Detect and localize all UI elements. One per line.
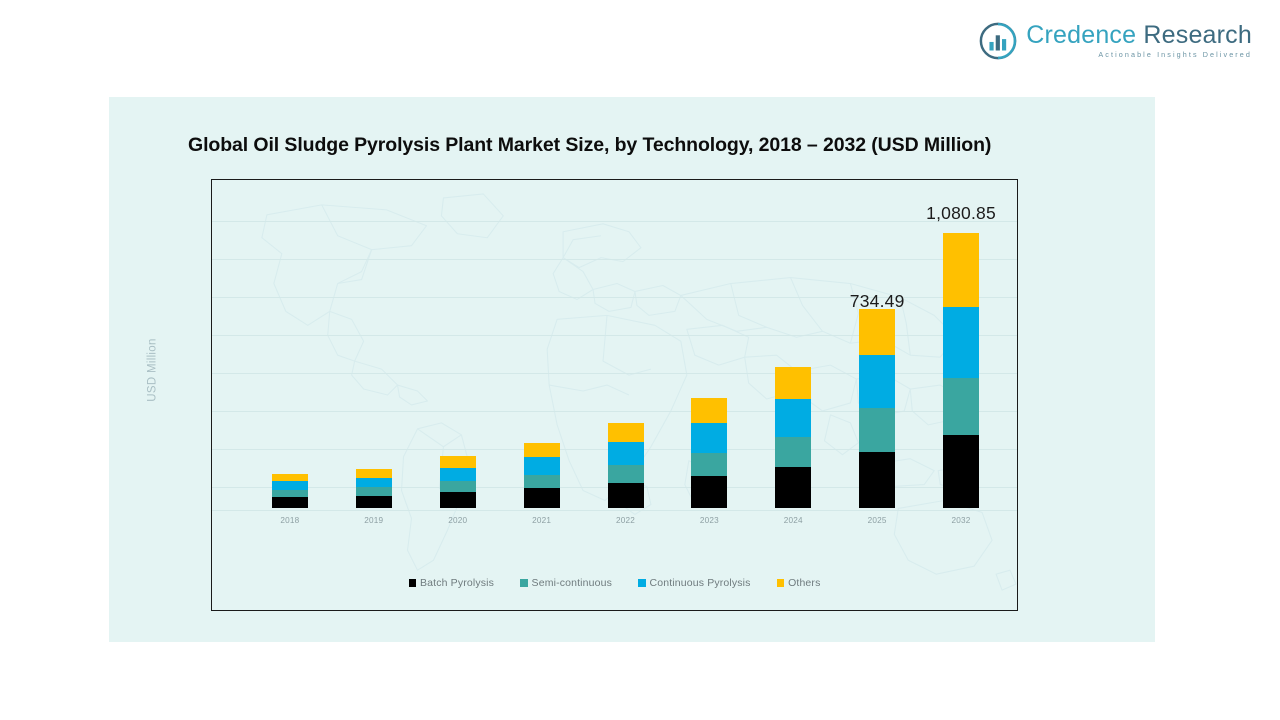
chart-panel: Global Oil Sludge Pyrolysis Plant Market… (109, 97, 1155, 642)
x-axis-tick-label: 2025 (867, 516, 887, 525)
bar-segment[interactable] (859, 408, 896, 452)
bar-segment[interactable] (859, 451, 896, 508)
bar-stack[interactable] (355, 469, 392, 508)
data-value-label: 1,080.85 (926, 203, 996, 224)
legend-item-others[interactable]: Others (776, 577, 821, 589)
bar-segment[interactable] (691, 452, 728, 476)
bar-segment[interactable] (859, 309, 896, 355)
bar-segment[interactable] (439, 467, 476, 482)
x-axis-tick-label: 2021 (532, 516, 552, 525)
legend-swatch-icon (520, 579, 528, 587)
bar-segment[interactable] (355, 469, 392, 478)
bar-segment[interactable] (607, 422, 644, 443)
brand-tagline: Actionable Insights Delivered (1098, 50, 1252, 60)
bar-segment[interactable] (607, 464, 644, 483)
legend-item-semi-continuous[interactable]: Semi-continuous (520, 577, 612, 589)
bar-segment[interactable] (859, 354, 896, 409)
bar-segment[interactable] (523, 474, 560, 489)
x-axis-tick-label: 2019 (364, 516, 384, 525)
bar-segment[interactable] (355, 495, 392, 508)
circular-bar-chart-logo-icon (979, 22, 1017, 60)
bar-stack[interactable] (691, 398, 728, 508)
bar-stack[interactable] (271, 474, 308, 508)
x-axis-tick-label: 2022 (615, 516, 635, 525)
y-axis-title: USD Million (146, 337, 159, 402)
x-axis-tick-label: 2023 (699, 516, 719, 525)
bar-segment[interactable] (523, 442, 560, 458)
bar-segment[interactable] (607, 442, 644, 465)
bar-segment[interactable] (271, 481, 308, 490)
bar-stack[interactable] (439, 456, 476, 508)
bar-segment[interactable] (943, 307, 980, 379)
legend-label: Semi-continuous (531, 577, 613, 589)
x-axis-tick-label: 2032 (951, 516, 971, 525)
bar-stack[interactable] (943, 233, 980, 508)
bar-segment[interactable] (943, 378, 980, 435)
bar-stack[interactable] (523, 442, 560, 508)
bar-segment[interactable] (943, 233, 980, 308)
brand-name-first: Credence (1026, 21, 1137, 50)
legend-label: Others (788, 577, 821, 589)
legend-swatch-icon (776, 579, 785, 587)
legend-swatch-icon (408, 579, 417, 587)
bar-segment[interactable] (523, 457, 560, 475)
bar-segment[interactable] (943, 434, 980, 508)
brand-text-block: Credence Research Actionable Insights De… (1026, 23, 1252, 60)
plot-area: 734.49 1,080.85 2018 2019 2020 2021 2022 2023 2… (211, 179, 1018, 611)
legend-label: Batch Pyrolysis (420, 577, 495, 589)
brand-name-second: Research (1143, 21, 1252, 50)
bar-segment[interactable] (691, 423, 728, 453)
bar-segment[interactable] (271, 489, 308, 498)
bar-segment[interactable] (775, 467, 812, 508)
chart-legend: Batch Pyrolysis Semi-continuous Continuous… (212, 577, 1017, 589)
x-axis-tick-label: 2020 (448, 516, 468, 525)
bar-segment[interactable] (691, 398, 728, 424)
brand-name: Credence Research (1026, 23, 1252, 48)
legend-item-batch-pyrolysis[interactable]: Batch Pyrolysis (408, 577, 495, 589)
bar-segment[interactable] (439, 481, 476, 493)
bar-segment[interactable] (355, 477, 392, 488)
legend-swatch-icon (638, 579, 646, 587)
legend-label: Continuous Pyrolysis (649, 577, 751, 589)
x-axis-labels: 2018 2019 2020 2021 2022 2023 2024 2025 2032 (212, 516, 1017, 532)
x-axis-tick-label: 2018 (280, 516, 300, 525)
bar-segment[interactable] (607, 482, 644, 508)
bar-stack[interactable] (859, 309, 896, 508)
bar-segment[interactable] (439, 492, 476, 508)
bar-segment[interactable] (775, 399, 812, 437)
bar-segment[interactable] (523, 488, 560, 508)
bar-segment[interactable] (775, 367, 812, 400)
bar-segment[interactable] (775, 436, 812, 468)
bar-stack[interactable] (607, 422, 644, 508)
bar-series-layer (212, 180, 1017, 610)
x-axis-tick-label: 2024 (783, 516, 803, 525)
brand-logo: Credence Research Actionable Insights De… (979, 22, 1252, 60)
data-value-label: 734.49 (849, 291, 905, 312)
bar-segment[interactable] (691, 475, 728, 508)
bar-segment[interactable] (355, 487, 392, 496)
bar-stack[interactable] (775, 367, 812, 508)
legend-item-continuous-pyrolysis[interactable]: Continuous Pyrolysis (638, 577, 751, 589)
bar-segment[interactable] (439, 456, 476, 468)
bar-segment[interactable] (271, 474, 308, 482)
chart-title: Global Oil Sludge Pyrolysis Plant Market… (188, 134, 992, 156)
bar-segment[interactable] (271, 497, 308, 508)
